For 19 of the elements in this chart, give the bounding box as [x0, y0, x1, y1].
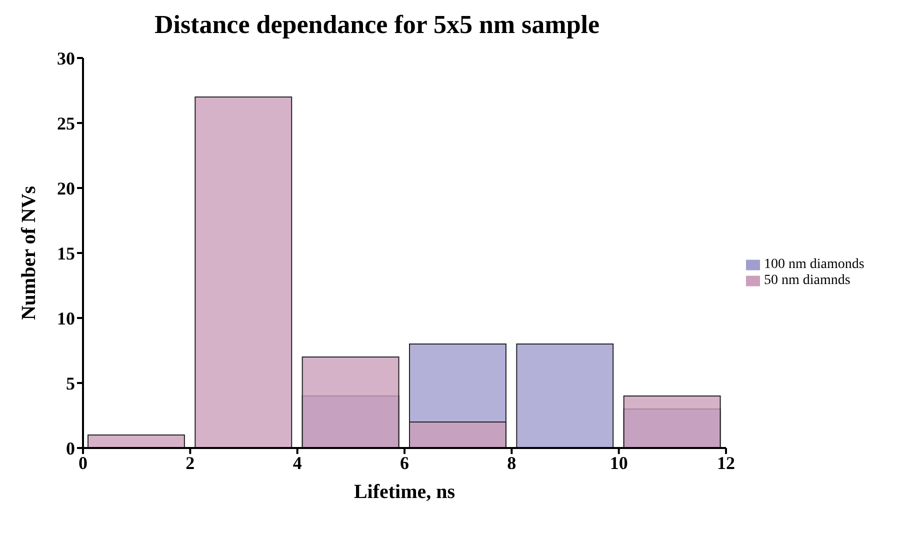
x-tick-label: 0 [78, 452, 88, 473]
y-tick-label: 5 [66, 373, 75, 394]
y-axis-title: Number of NVs [18, 186, 40, 320]
y-tick-label: 15 [57, 243, 75, 264]
y-tick-label: 0 [66, 438, 75, 458]
x-tick-label: 12 [717, 452, 735, 473]
x-tick-label: 6 [400, 452, 409, 473]
y-tick-label: 20 [57, 178, 75, 198]
chart-title: Distance dependance for 5x5 nm sample [153, 10, 601, 40]
y-tick-label: 10 [57, 308, 75, 328]
x-tick-label: 2 [186, 452, 195, 473]
legend-label: 50 nm diamnds [764, 273, 850, 288]
y-tick-label: 25 [57, 113, 75, 134]
y-tick-label: 30 [57, 48, 75, 68]
x-axis-title: Lifetime, ns [354, 481, 456, 503]
legend-label: 100 nm diamonds [764, 257, 864, 272]
x-tick-label: 8 [507, 452, 516, 473]
x-tick-label: 4 [292, 452, 302, 473]
x-tick-label: 10 [610, 452, 628, 473]
